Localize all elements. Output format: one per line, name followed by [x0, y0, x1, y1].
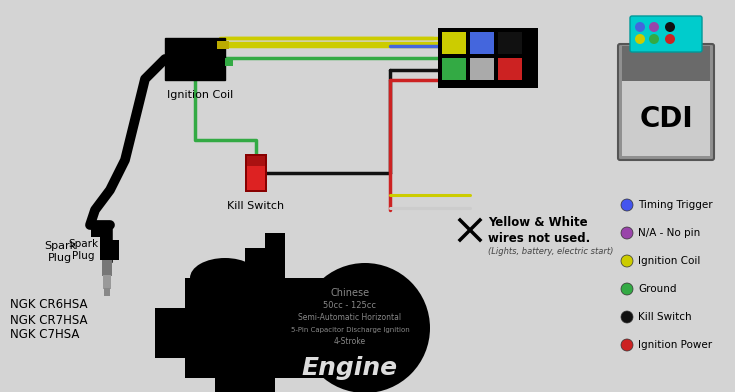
Circle shape	[621, 283, 633, 295]
Circle shape	[649, 34, 659, 44]
Text: Semi-Automatic Horizontal: Semi-Automatic Horizontal	[298, 314, 401, 323]
Text: (Lights, battery, electric start): (Lights, battery, electric start)	[488, 247, 614, 256]
Text: Spark
Plug: Spark Plug	[44, 241, 76, 263]
Text: N/A - No pin: N/A - No pin	[638, 228, 700, 238]
Bar	[215, 373, 275, 392]
Bar	[622, 46, 710, 81]
Bar	[165, 38, 225, 80]
Bar	[103, 275, 111, 289]
FancyBboxPatch shape	[618, 44, 714, 160]
Circle shape	[621, 199, 633, 211]
Bar	[225, 58, 233, 66]
Bar	[104, 288, 110, 296]
Text: Engine: Engine	[302, 356, 398, 380]
Circle shape	[635, 34, 645, 44]
Circle shape	[649, 22, 659, 32]
Text: 4-Stroke: 4-Stroke	[334, 336, 366, 345]
Bar	[622, 81, 710, 156]
Circle shape	[621, 227, 633, 239]
Bar	[245, 154, 267, 192]
Bar	[438, 28, 538, 88]
Bar	[245, 248, 285, 283]
Text: CDI: CDI	[639, 105, 693, 133]
Bar	[155, 308, 195, 358]
Ellipse shape	[300, 263, 430, 392]
FancyBboxPatch shape	[630, 16, 702, 52]
Text: 50cc - 125cc: 50cc - 125cc	[323, 301, 376, 310]
Text: Ignition Coil: Ignition Coil	[638, 256, 700, 266]
Text: Timing Trigger: Timing Trigger	[638, 200, 713, 210]
Bar	[470, 58, 494, 80]
Text: Ground: Ground	[638, 284, 676, 294]
Bar	[442, 32, 466, 54]
Text: wires not used.: wires not used.	[488, 232, 590, 245]
Bar	[498, 58, 522, 80]
Text: Kill Switch: Kill Switch	[638, 312, 692, 322]
Bar	[247, 156, 265, 166]
Polygon shape	[91, 225, 119, 260]
Bar	[265, 233, 285, 251]
Text: Yellow & White: Yellow & White	[488, 216, 587, 229]
Circle shape	[621, 311, 633, 323]
Text: Spark
Plug: Spark Plug	[68, 239, 98, 261]
Bar	[102, 260, 112, 276]
Bar	[498, 32, 522, 54]
Text: 5-Pin Capacitor Discharge Ignition: 5-Pin Capacitor Discharge Ignition	[290, 327, 409, 333]
Bar	[185, 278, 355, 378]
Circle shape	[665, 22, 675, 32]
Text: Chinese: Chinese	[331, 288, 370, 298]
Text: Ignition Power: Ignition Power	[638, 340, 712, 350]
Bar	[470, 32, 494, 54]
Bar	[442, 58, 466, 80]
Bar	[247, 156, 265, 190]
Circle shape	[621, 255, 633, 267]
Text: Kill Switch: Kill Switch	[227, 201, 284, 211]
Circle shape	[635, 22, 645, 32]
Circle shape	[621, 339, 633, 351]
Circle shape	[665, 34, 675, 44]
Text: Ignition Coil: Ignition Coil	[167, 90, 233, 100]
Text: NGK CR6HSA
NGK CR7HSA
NGK C7HSA: NGK CR6HSA NGK CR7HSA NGK C7HSA	[10, 298, 87, 341]
Ellipse shape	[190, 258, 260, 298]
Bar	[217, 41, 229, 49]
